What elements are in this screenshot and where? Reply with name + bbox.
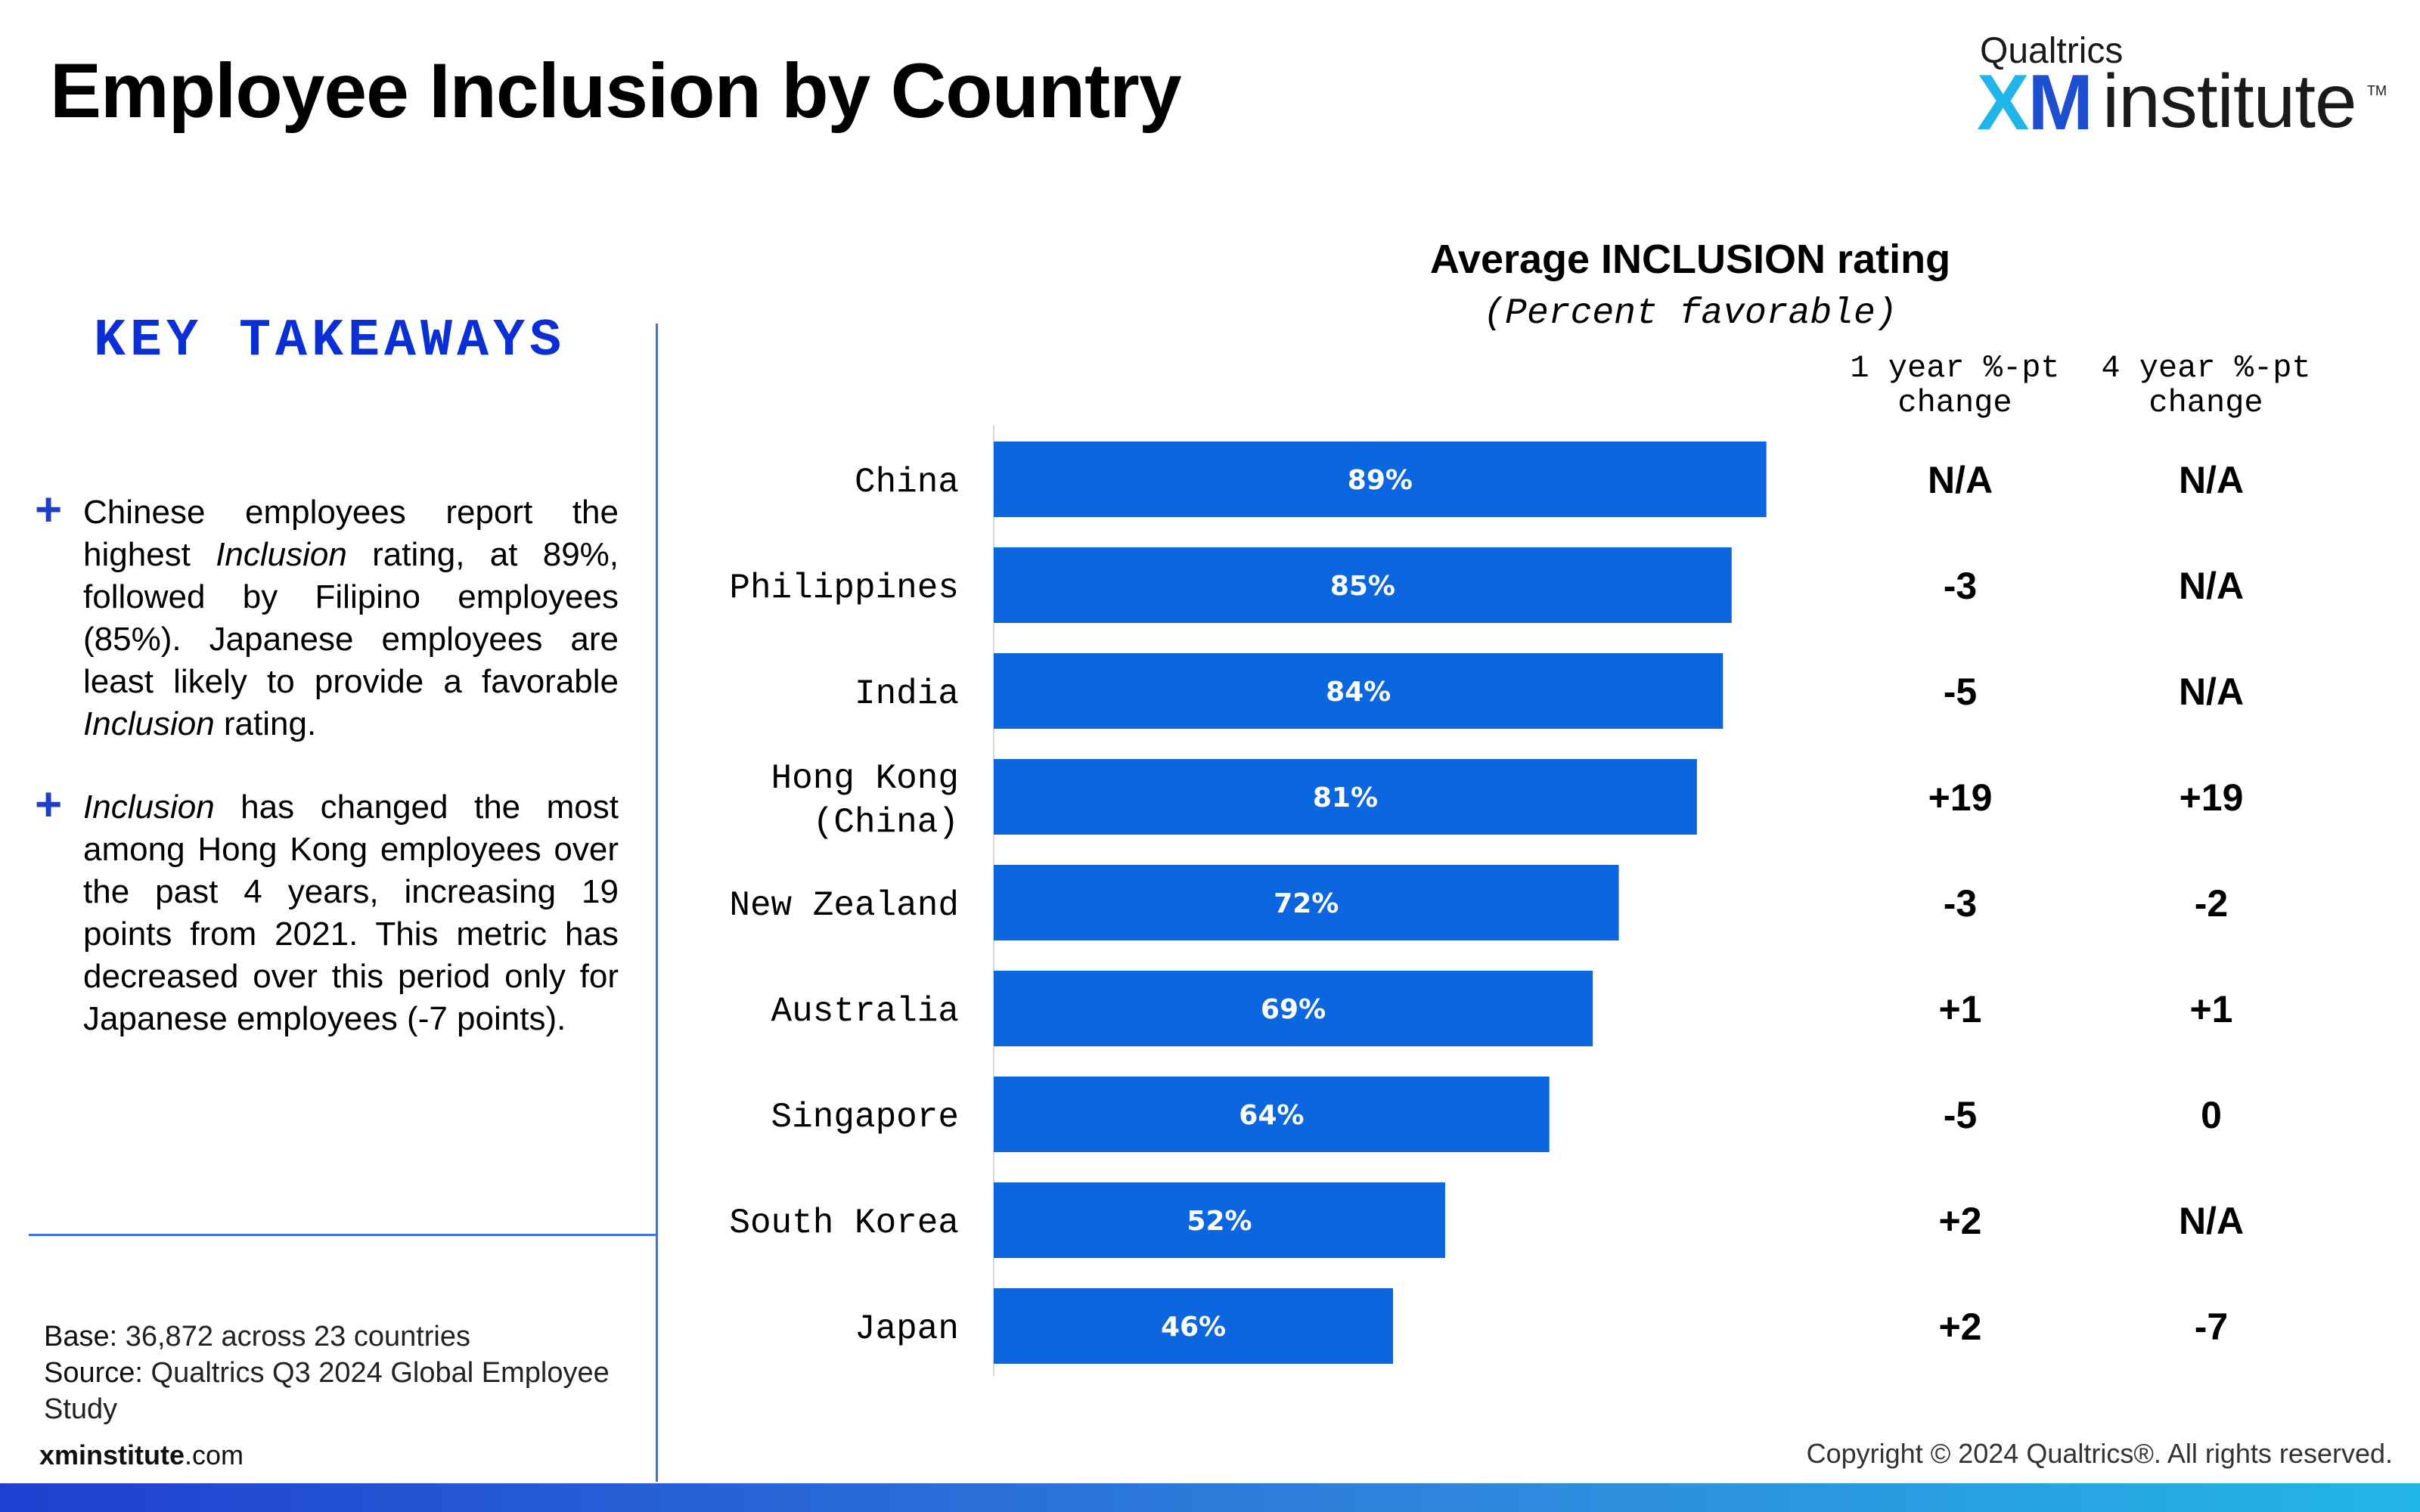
four-year-change: +1 <box>2189 988 2232 1030</box>
category-label: China <box>855 463 959 502</box>
one-year-change: -5 <box>1944 1094 1977 1136</box>
one-year-change: -3 <box>1944 565 1977 607</box>
category-label: South Korea <box>729 1204 959 1243</box>
source-text: Qualtrics Q3 2024 Global Employee Study <box>44 1357 610 1425</box>
category-label: India <box>855 674 959 714</box>
bar <box>994 1182 1445 1258</box>
four-year-change: +19 <box>2180 776 2244 819</box>
bar <box>994 653 1723 729</box>
four-year-change: -7 <box>2195 1306 2228 1348</box>
bar-value-label: 85% <box>1330 571 1395 602</box>
bar <box>994 1288 1394 1364</box>
logo-qualtrics-text: Qualtrics <box>1980 31 2124 71</box>
bar-value-label: 52% <box>1187 1206 1252 1237</box>
logo-institute-text: institute <box>2102 59 2357 144</box>
plus-icon: + <box>35 779 63 831</box>
category-label: New Zealand <box>729 886 959 925</box>
page-title: Employee Inclusion by Country <box>50 48 1182 134</box>
site-rest: .com <box>185 1439 244 1470</box>
bar-value-label: 81% <box>1313 782 1378 813</box>
one-year-change: +19 <box>1928 776 1993 819</box>
italic-term: Inclusion <box>216 536 347 573</box>
copyright-text: Copyright © 2024 Qualtrics®. All rights … <box>1806 1438 2393 1469</box>
logo-xm-mark: XM <box>1977 59 2093 147</box>
bar <box>994 759 1697 835</box>
one-year-change: +1 <box>1938 988 1981 1030</box>
bar <box>994 1077 1550 1152</box>
one-year-change: +2 <box>1938 1200 1981 1242</box>
xm-institute-logo: Qualtrics XM institute TM <box>1977 30 2387 147</box>
one-year-change: +2 <box>1938 1306 1981 1348</box>
category-label: Japan <box>855 1309 959 1349</box>
base-source-note: Base: 36,872 across 23 countries Source:… <box>44 1318 634 1427</box>
takeaway-2: Inclusion has changed the most among Hon… <box>83 789 619 1037</box>
site-link[interactable]: xminstitute.com <box>39 1439 244 1471</box>
four-year-change: 0 <box>2201 1094 2222 1136</box>
base-label: Base: <box>44 1321 118 1352</box>
bar <box>994 971 1593 1046</box>
vertical-divider <box>656 324 658 1482</box>
four-year-change: N/A <box>2179 459 2244 501</box>
column-header-1yr: 1 year %-pt change <box>1850 350 2060 421</box>
site-bold: xminstitute <box>39 1439 185 1470</box>
bar <box>994 547 1732 623</box>
category-label: Hong Kong (China) <box>771 759 959 842</box>
source-label: Source: <box>44 1357 143 1389</box>
category-label: Australia <box>771 992 959 1031</box>
chart-subtitle: (Percent favorable) <box>1483 293 1897 334</box>
base-text: 36,872 across 23 countries <box>125 1321 471 1352</box>
takeaway-1: Chinese employees report the highest Inc… <box>83 494 619 742</box>
bottom-gradient-bar <box>0 1483 2420 1512</box>
bar-value-label: 69% <box>1261 994 1326 1025</box>
bar-value-label: 84% <box>1326 677 1391 708</box>
bar <box>994 442 1767 517</box>
four-year-change: -2 <box>2195 882 2228 925</box>
bar-value-label: 64% <box>1239 1100 1304 1131</box>
italic-term: Inclusion <box>83 789 215 826</box>
category-label: Philippines <box>729 569 959 608</box>
one-year-change: N/A <box>1928 459 1993 501</box>
category-label: Singapore <box>771 1098 959 1137</box>
four-year-change: N/A <box>2179 565 2244 607</box>
key-takeaways-heading: KEY TAKEAWAYS <box>94 311 566 371</box>
bar-value-label: 72% <box>1274 888 1339 919</box>
plus-icon: + <box>35 484 63 536</box>
one-year-change: -5 <box>1944 671 1977 713</box>
column-header-4yr: 4 year %-pt change <box>2101 350 2311 421</box>
chart-title: Average INCLUSION rating <box>1429 237 1951 282</box>
one-year-change: -3 <box>1944 882 1977 925</box>
italic-term: Inclusion <box>83 705 215 742</box>
bar-value-label: 46% <box>1161 1312 1226 1343</box>
bar <box>994 865 1619 940</box>
four-year-change: N/A <box>2179 1200 2244 1242</box>
logo-trademark: TM <box>2367 83 2387 98</box>
four-year-change: N/A <box>2179 671 2244 713</box>
bar-value-label: 89% <box>1348 465 1413 496</box>
horizontal-divider <box>29 1234 656 1236</box>
